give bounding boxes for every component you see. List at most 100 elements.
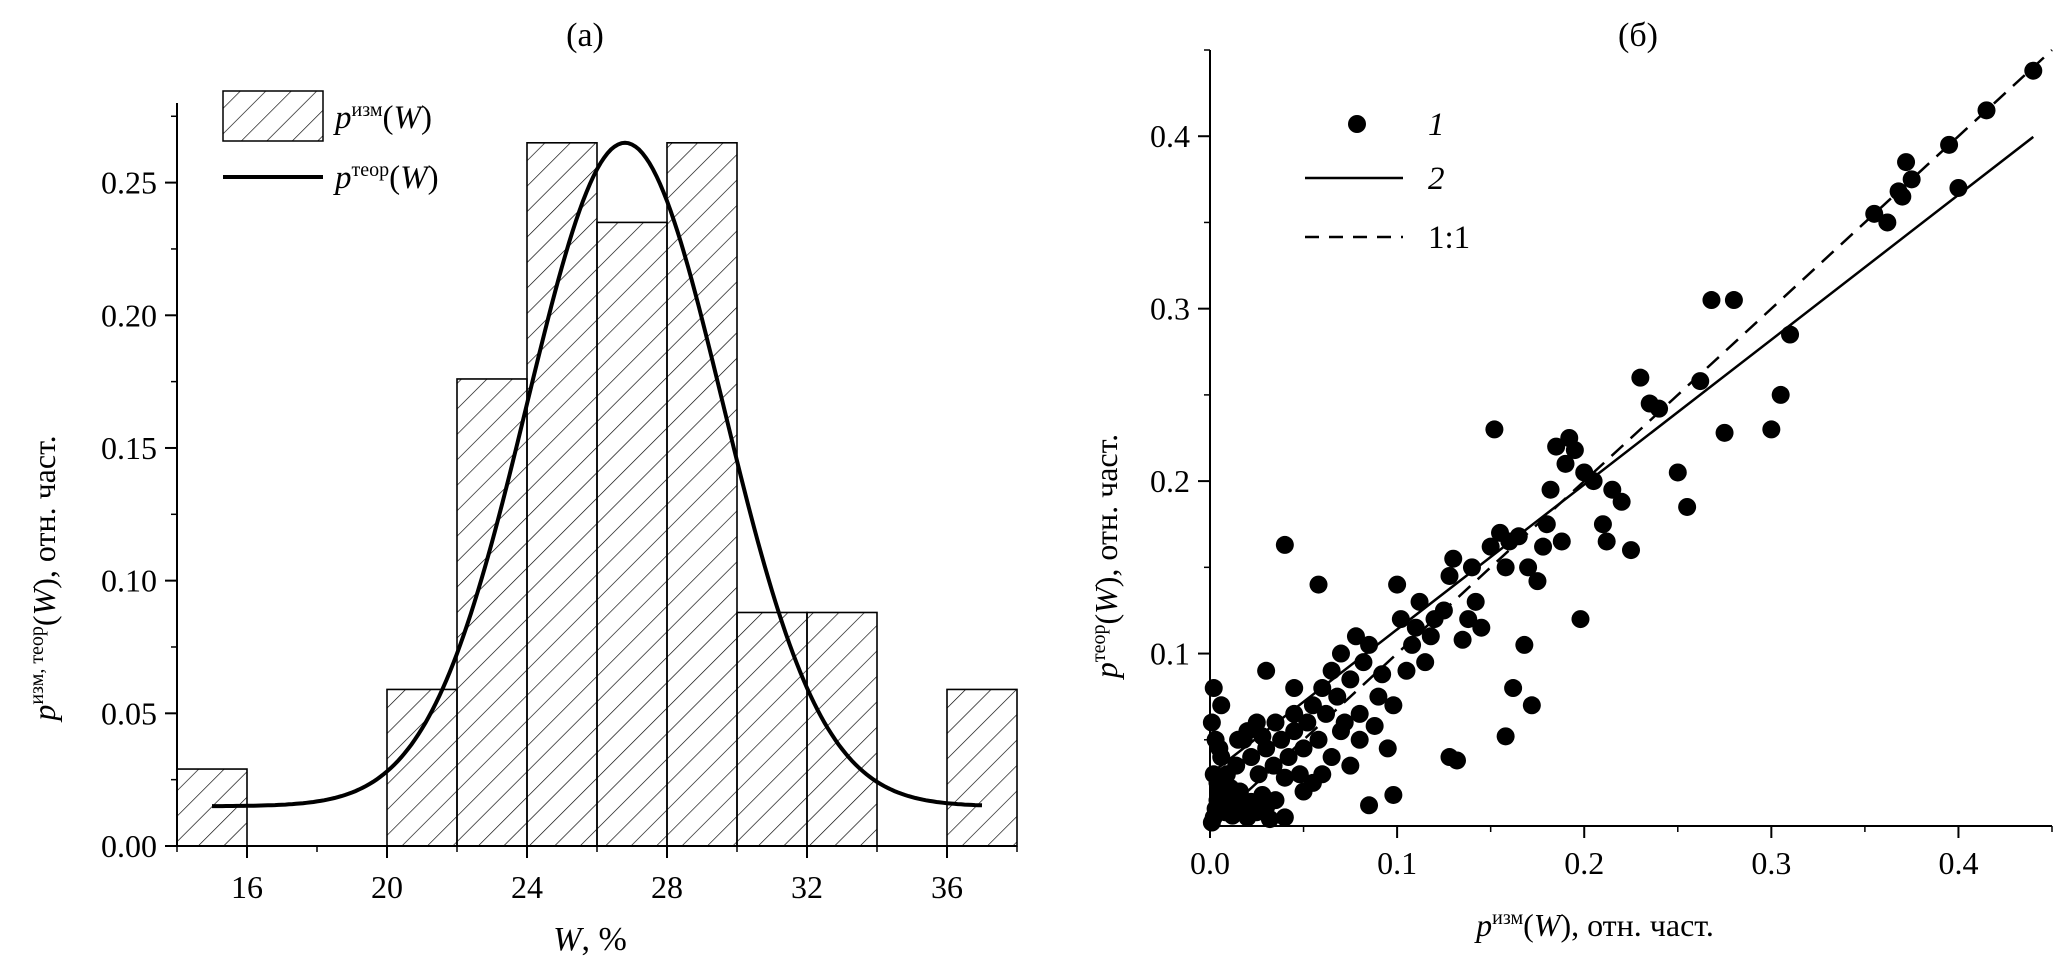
histogram-y-axis-label: pизм, теор(W), отн. част. <box>26 435 62 722</box>
scatter-point-43 <box>1253 727 1272 746</box>
scatter-point-38 <box>1285 722 1304 741</box>
scatter-point-96 <box>1547 437 1566 456</box>
histogram-x-axis-label: W, % <box>553 921 627 958</box>
scatter-point-88 <box>1509 527 1528 546</box>
scatter-point-126 <box>1902 170 1921 189</box>
scatter-point-90 <box>1519 558 1538 577</box>
histogram-x-tick-label: 24 <box>511 869 543 905</box>
scatter-point-94 <box>1537 515 1556 534</box>
b-xlabel-sup: изм <box>1492 907 1523 929</box>
b-ylabel-rest: ), отн. част. <box>1088 434 1124 587</box>
xlabel-w: W <box>553 921 584 958</box>
scatter-point-63 <box>1378 739 1397 758</box>
regression-line <box>1209 135 2035 776</box>
histogram-x-tick-label: 16 <box>231 869 263 905</box>
scatter-point-107 <box>1612 492 1631 511</box>
scatter-point-120 <box>1781 325 1800 344</box>
scatter-point-134 <box>1384 785 1403 804</box>
scatter-point-113 <box>1678 497 1697 516</box>
histogram-panel: (a) 16 20 24 28 32 36 0.00 0.05 0.10 0.15 0.20 0.25… <box>26 17 1018 958</box>
scatter-point-31 <box>1242 748 1261 767</box>
scatter-point-50 <box>1317 704 1336 723</box>
scatter-point-103 <box>1584 472 1603 491</box>
scatter-point-64 <box>1384 696 1403 715</box>
scatter-point-62 <box>1373 665 1392 684</box>
legend-theoretical-w: W <box>400 160 430 196</box>
b-xlabel-p: p <box>1474 907 1492 943</box>
histogram-bar-6 <box>736 611 808 847</box>
scatter-y-axis-label: pтеор(W), отн. част. <box>1088 434 1124 680</box>
scatter-point-147 <box>1350 730 1369 749</box>
scatter-point-92 <box>1528 572 1547 591</box>
scatter-point-72 <box>1421 627 1440 646</box>
legend-theoretical-p: p <box>333 160 352 196</box>
legend-one-to-one-label: 1:1 <box>1428 220 1470 256</box>
scatter-point-149 <box>1285 704 1304 723</box>
scatter-panel: (б) 0.0 0.1 0.2 0.3 0.40.10.20.30.4 pтеор(W)… <box>1088 17 2053 943</box>
b-ylabel-p: p <box>1088 662 1124 680</box>
scatter-point-71 <box>1416 653 1435 672</box>
scatter-point-139 <box>1285 679 1304 698</box>
histogram-bars <box>176 142 1018 847</box>
scatter-point-56 <box>1346 627 1365 646</box>
scatter-x-tick-label: 0.2 <box>1564 845 1604 881</box>
scatter-point-97 <box>1552 532 1571 551</box>
scatter-point-118 <box>1762 420 1781 439</box>
scatter-point-95 <box>1541 480 1560 499</box>
scatter-point-59 <box>1360 635 1379 654</box>
theoretical-density-curve <box>212 140 983 809</box>
scatter-point-39 <box>1290 765 1309 784</box>
legend-theoretical-sup: теор <box>352 159 390 181</box>
scatter-point-82 <box>1481 537 1500 556</box>
histogram-bar-4 <box>596 221 668 847</box>
xlabel-rest: , % <box>582 921 627 958</box>
scatter-point-70 <box>1410 592 1429 611</box>
histogram-x-tick-label: 32 <box>791 869 823 905</box>
scatter-point-127 <box>1940 135 1959 154</box>
scatter-point-49 <box>1313 679 1332 698</box>
histogram-y-tick-label: 0.05 <box>101 695 157 731</box>
scatter-point-52 <box>1328 687 1347 706</box>
histogram-y-tick-label: 0.00 <box>101 828 157 864</box>
ylabel-w: W <box>26 585 62 615</box>
scatter-point-47 <box>1303 696 1322 715</box>
scatter-point-112 <box>1668 463 1687 482</box>
scatter-point-148 <box>1303 773 1322 792</box>
panel-b-title: (б) <box>1618 17 1658 54</box>
scatter-point-93 <box>1534 537 1553 556</box>
scatter-point-69 <box>1406 618 1425 637</box>
scatter-point-122 <box>1878 213 1897 232</box>
ylabel-superscript: изм, теор <box>26 626 48 705</box>
legend-measured-sup: изм <box>352 99 383 121</box>
scatter-point-75 <box>1440 566 1459 585</box>
histogram-y-tick-label: 0.25 <box>101 165 157 201</box>
scatter-x-tick-label: 0.3 <box>1751 845 1791 881</box>
scatter-point-142 <box>1275 808 1294 827</box>
scatter-point-18 <box>1210 739 1229 758</box>
histogram-x-tick-label: 36 <box>931 869 963 905</box>
b-ylabel-sup: теор <box>1088 625 1110 663</box>
scatter-point-114 <box>1691 372 1710 391</box>
legend-theoretical-open: ( <box>389 160 400 196</box>
b-xlabel-open: ( <box>1523 907 1534 943</box>
legend-points-label: 1 <box>1428 107 1445 143</box>
b-xlabel-rest: ), отн. част. <box>1560 907 1713 943</box>
scatter-point-60 <box>1365 716 1384 735</box>
scatter-point-67 <box>1397 661 1416 680</box>
scatter-point-117 <box>1724 291 1743 310</box>
scatter-point-130 <box>2024 61 2043 80</box>
one-to-one-line <box>1209 49 2053 827</box>
ylabel-p: p <box>26 705 62 723</box>
histogram-y-tick-label: 0.10 <box>101 563 157 599</box>
scatter-point-136 <box>1447 751 1466 770</box>
scatter-point-27 <box>1227 756 1246 775</box>
histogram-ticks: 16 20 24 28 32 36 0.00 0.05 0.10 0.15 0.20 0.25 <box>101 115 1018 905</box>
scatter-point-77 <box>1453 630 1472 649</box>
histogram-bar-3 <box>526 142 598 847</box>
scatter-point-105 <box>1597 532 1616 551</box>
scatter-point-65 <box>1388 575 1407 594</box>
scatter-point-145 <box>1331 722 1350 741</box>
scatter-point-125 <box>1897 153 1916 172</box>
ylabel-open: ( <box>26 615 62 626</box>
